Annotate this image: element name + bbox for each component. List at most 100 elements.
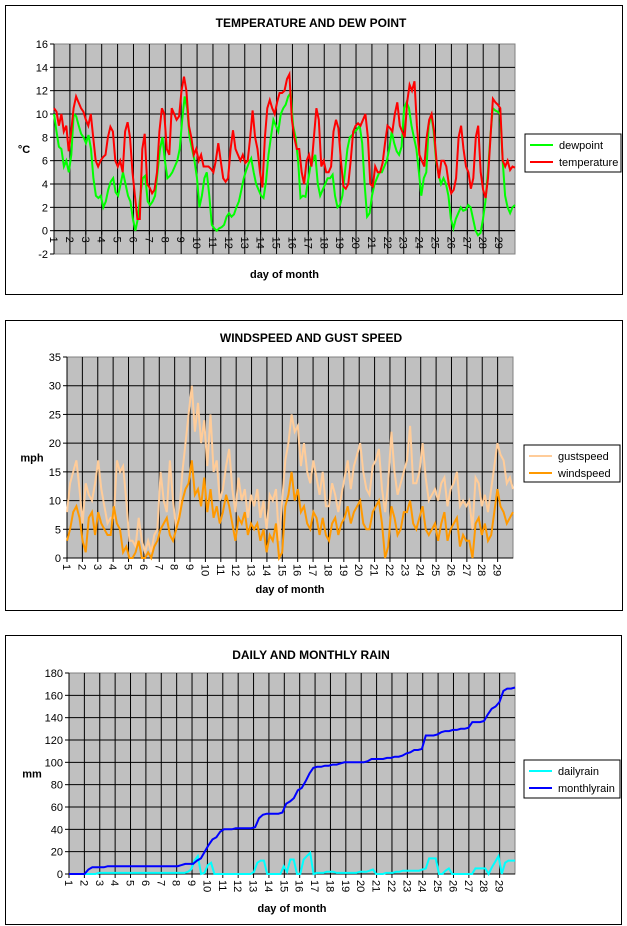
legend-label-gustspeed: gustspeed	[558, 451, 609, 463]
x-tick-label: 24	[416, 880, 428, 892]
series-line-temperature	[53, 70, 516, 220]
x-tick-label: 28	[476, 237, 488, 249]
x-tick-label: 16	[285, 237, 297, 249]
x-tick-label: 22	[381, 237, 393, 249]
x-tick-label: 27	[462, 880, 474, 892]
legend-box	[523, 759, 621, 799]
y-tick-label: 15	[49, 467, 61, 479]
y-tick-label: 30	[49, 381, 61, 393]
x-tick-label: 2	[75, 564, 87, 570]
legend-label-dewpoint: dewpoint	[559, 140, 603, 152]
x-tick-label: 4	[108, 880, 120, 886]
x-tick-label: 23	[398, 564, 410, 576]
x-tick-label: 9	[183, 564, 195, 570]
y-tick-label: 20	[51, 847, 63, 859]
y-tick-label: 10	[36, 109, 48, 121]
x-tick-label: 2	[63, 237, 75, 243]
legend-label-temperature: temperature	[559, 157, 618, 169]
x-tick-label: 3	[93, 880, 105, 886]
x-tick-label: 16	[291, 564, 303, 576]
y-tick-label: 120	[45, 735, 63, 747]
y-tick-label: 180	[45, 668, 63, 680]
legend-box	[524, 133, 622, 173]
plot-area	[66, 356, 514, 559]
x-tick-label: 20	[352, 564, 364, 576]
x-tick-label: 13	[238, 237, 250, 249]
y-tick-label: 10	[49, 496, 61, 508]
series-line-dailyrain	[69, 850, 515, 877]
x-tick-label: 5	[111, 237, 123, 243]
x-tick-label: 21	[370, 880, 382, 892]
x-tick-label: 19	[333, 237, 345, 249]
x-tick-label: 6	[126, 237, 138, 243]
x-tick-label: 1	[47, 237, 59, 243]
x-tick-label: 8	[158, 237, 170, 243]
series-line-windspeed	[66, 460, 514, 562]
series-line-gustspeed	[66, 385, 514, 557]
x-tick-label: 5	[124, 880, 136, 886]
y-axis-label: mm	[22, 769, 42, 781]
x-tick-label: 5	[122, 564, 134, 570]
y-tick-label: 14	[36, 62, 48, 74]
y-tick-label: 0	[57, 869, 63, 881]
x-tick-label: 27	[460, 237, 472, 249]
x-tick-label: 17	[308, 880, 320, 892]
y-tick-label: 8	[42, 132, 48, 144]
x-tick-label: 27	[460, 564, 472, 576]
x-tick-label: 11	[214, 564, 226, 575]
y-tick-label: 16	[36, 39, 48, 51]
x-tick-label: 14	[262, 880, 274, 892]
chart-title: TEMPERATURE AND DEW POINT	[216, 16, 407, 30]
y-tick-label: 20	[49, 438, 61, 450]
x-tick-label: 29	[493, 880, 505, 892]
x-tick-label: 9	[174, 237, 186, 243]
legend-label-dailyrain: dailyrain	[558, 766, 599, 778]
y-tick-label: 5	[55, 524, 61, 536]
wind-chart-frame: WINDSPEED AND GUST SPEED 0 5 10 15 20 25 30 35 1 2…	[5, 320, 623, 611]
y-tick-label: -2	[38, 249, 48, 261]
plot-area	[68, 672, 516, 875]
x-tick-label: 9	[185, 880, 197, 886]
rain-chart-frame: DAILY AND MONTHLY RAIN 0 20 40 60 80 100 120 140…	[5, 635, 622, 925]
x-tick-label: 11	[216, 880, 228, 891]
y-tick-label: 100	[45, 757, 63, 769]
x-tick-label: 8	[168, 564, 180, 570]
x-tick-label: 4	[106, 564, 118, 570]
x-tick-label: 18	[321, 564, 333, 576]
x-tick-label: 28	[475, 564, 487, 576]
x-tick-label: 11	[206, 237, 218, 248]
daily-monthly-rain-chart: DAILY AND MONTHLY RAIN020406080100120140…	[22, 648, 621, 915]
y-tick-label: 6	[42, 156, 48, 168]
x-tick-label: 24	[413, 237, 425, 249]
temperature-chart-frame: TEMPERATURE AND DEW POINT -2 0 2 4 6 8 10 12 14 16…	[5, 5, 623, 295]
y-tick-label: 2	[42, 202, 48, 214]
y-tick-label: 60	[51, 802, 63, 814]
temperature-dewpoint-chart: TEMPERATURE AND DEW POINT-20246810121416…	[18, 16, 622, 281]
series-line-monthlyrain	[69, 686, 516, 875]
x-tick-label: 15	[277, 880, 289, 892]
y-tick-label: 35	[49, 352, 61, 364]
x-tick-label: 3	[79, 237, 91, 243]
x-tick-label: 26	[444, 564, 456, 576]
x-tick-label: 25	[431, 880, 443, 892]
y-axis-label: mph	[20, 453, 44, 465]
x-tick-label: 16	[293, 880, 305, 892]
chart-title: DAILY AND MONTHLY RAIN	[232, 648, 390, 662]
x-tick-label: 26	[446, 880, 458, 892]
x-tick-label: 23	[400, 880, 412, 892]
x-tick-label: 29	[492, 237, 504, 249]
x-tick-label: 7	[154, 880, 166, 886]
x-tick-label: 22	[385, 880, 397, 892]
x-tick-label: 25	[429, 237, 441, 249]
x-tick-label: 10	[200, 880, 212, 892]
x-tick-label: 17	[306, 564, 318, 576]
x-tick-label: 29	[491, 564, 503, 576]
y-tick-label: 160	[45, 690, 63, 702]
x-tick-label: 2	[77, 880, 89, 886]
x-tick-label: 1	[60, 564, 72, 570]
x-tick-label: 13	[245, 564, 257, 576]
y-tick-label: 25	[49, 409, 61, 421]
legend-label-monthlyrain: monthlyrain	[558, 783, 615, 795]
chart-title: WINDSPEED AND GUST SPEED	[220, 331, 403, 345]
